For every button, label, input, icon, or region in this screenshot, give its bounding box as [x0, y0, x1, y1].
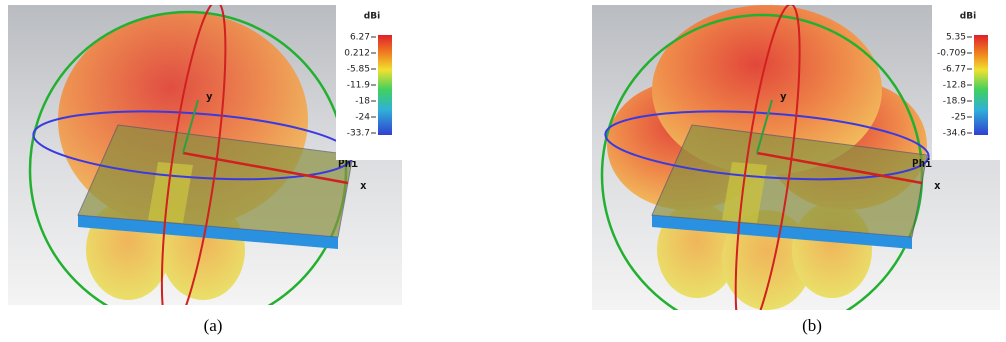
axis-label-x: x [934, 179, 941, 192]
colorbar-label: 5.35 [946, 33, 966, 43]
colorbar-label: -18 [355, 97, 370, 107]
axis-label-y: y [780, 90, 787, 103]
caption: (b) [802, 316, 822, 335]
colorbar-label: -18.9 [943, 97, 967, 107]
axis-label-y: y [206, 90, 213, 103]
colorbar-label: -24 [355, 113, 370, 123]
colorbar-gradient [378, 35, 392, 135]
figure: yxPhidBi6.270.212-5.85-11.9-18-24-33.7(a… [0, 0, 1006, 342]
colorbar-unit: dBi [364, 12, 380, 22]
colorbar: dBi 5.35 -0.709 -6.77 -12.8 -18.9 -25 -34.6 [932, 5, 1000, 160]
colorbar-label: -34.6 [943, 129, 967, 139]
colorbar-label: -33.7 [347, 129, 370, 139]
colorbar-label: -0.709 [937, 49, 966, 59]
colorbar-label: -12.8 [943, 81, 967, 91]
colorbar-label: -25 [951, 113, 966, 123]
colorbar-unit: dBi [960, 12, 976, 22]
axis-label-x: x [360, 179, 367, 192]
axis-label-phi: Phi [912, 157, 932, 170]
colorbar-label: 6.27 [350, 33, 370, 43]
colorbar-label: -6.77 [943, 65, 966, 75]
colorbar-label: -11.9 [347, 81, 371, 91]
colorbar-gradient [974, 35, 988, 135]
colorbar: dBi 6.27 0.212 -5.85 -11.9 -18 -24 -33.7 [336, 5, 402, 160]
colorbar-label: 0.212 [344, 49, 370, 59]
caption: (a) [204, 316, 223, 335]
colorbar-label: -5.85 [347, 65, 370, 75]
